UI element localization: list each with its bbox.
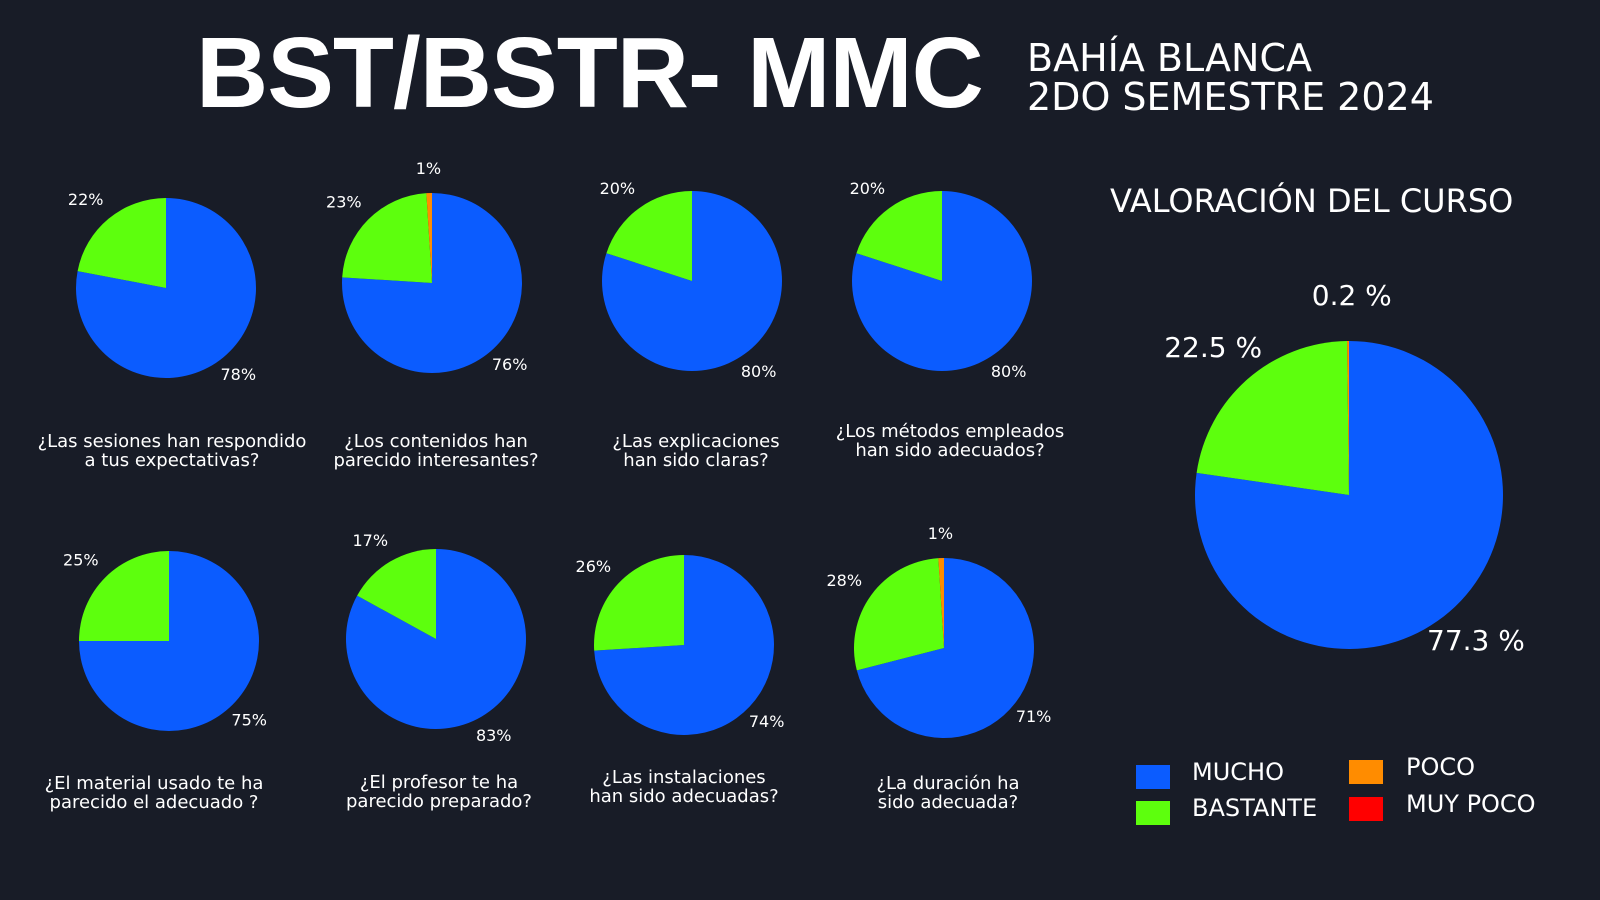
slice-label-poco: 1%	[416, 159, 441, 178]
legend-swatch-bastante	[1136, 801, 1170, 825]
pie-chart-2: 76% 23% 1%	[326, 159, 527, 374]
pie-chart-7: 74% 26%	[576, 555, 785, 735]
pie-chart-8: 71% 28% 1%	[826, 524, 1051, 738]
question-line: ¿Los contenidos han	[344, 431, 528, 452]
question-line: ¿Los métodos empleados	[835, 421, 1065, 442]
slice-label-mucho: 78%	[221, 365, 257, 384]
pie-slice-bastante	[79, 551, 169, 641]
question-line: ¿Las sesiones han respondido	[37, 431, 307, 452]
pie-slice-bastante	[856, 191, 942, 281]
pie-slice-bastante	[342, 193, 432, 283]
slice-label-mucho: 80%	[991, 362, 1027, 381]
legend-swatch-poco	[1349, 760, 1383, 784]
legend-label-mucho: MUCHO	[1192, 758, 1284, 786]
question-line: sido adecuada?	[877, 792, 1019, 813]
question-label: ¿Los contenidos han parecido interesantes…	[286, 432, 586, 470]
pie-chart-9: 77.3 % 22.5 % 0.2 %	[1164, 279, 1525, 657]
pie-slice-mucho	[342, 193, 523, 373]
question-line: ¿El profesor te ha	[359, 772, 519, 793]
pie-slice-bastante	[77, 198, 166, 288]
pie-chart-5: 75% 25%	[63, 550, 267, 731]
question-line: parecido el adecuado ?	[49, 792, 259, 813]
pie-slice-mucho	[345, 549, 526, 729]
slice-label-mucho: 83%	[476, 726, 512, 745]
question-line: ¿Las explicaciones	[612, 431, 780, 452]
pie-chart-4: 80% 20%	[850, 179, 1033, 381]
question-label: ¿Las sesiones han respondido a tus expect…	[22, 432, 322, 470]
pie-slice-poco	[938, 558, 944, 648]
question-line: parecido preparado?	[346, 791, 532, 812]
pie-slice-poco	[426, 193, 432, 283]
slice-label-mucho: 71%	[1016, 707, 1052, 726]
slice-label-bastante: 22.5 %	[1164, 331, 1262, 364]
question-label: ¿Los métodos empleados han sido adecuados…	[800, 422, 1100, 460]
pie-chart-6: 83% 17%	[345, 531, 526, 745]
overall-chart-title: VALORACIÓN DEL CURSO	[1110, 182, 1514, 220]
legend-label-muy-poco: MUY POCO	[1406, 790, 1536, 818]
pie-slice-mucho	[852, 190, 1033, 371]
question-line: ¿El material usado te ha	[44, 773, 264, 794]
pie-slice-mucho	[856, 558, 1034, 738]
slice-label-bastante: 20%	[850, 179, 886, 198]
question-line: han sido adecuados?	[855, 440, 1045, 461]
slice-label-mucho: 80%	[741, 362, 777, 381]
question-line: a tus expectativas?	[84, 450, 260, 471]
pie-slice-bastante	[854, 558, 944, 671]
slice-label-poco: 0.2 %	[1312, 279, 1392, 312]
question-label: ¿El material usado te ha parecido el adec…	[4, 774, 304, 812]
question-label: ¿Las explicaciones han sido claras?	[546, 432, 846, 470]
question-label: ¿La duración ha sido adecuada?	[798, 774, 1098, 812]
legend-swatch-mucho	[1136, 765, 1170, 789]
question-line: parecido interesantes?	[333, 450, 539, 471]
slice-label-bastante: 23%	[326, 192, 362, 211]
slice-label-mucho: 77.3 %	[1427, 624, 1525, 657]
pie-chart-3: 80% 20%	[600, 179, 782, 381]
slice-label-mucho: 74%	[749, 712, 785, 731]
slice-label-bastante: 28%	[826, 571, 862, 590]
slice-label-bastante: 20%	[600, 179, 636, 198]
pie-slice-mucho	[594, 555, 774, 735]
question-line: han sido claras?	[623, 450, 769, 471]
legend-swatch-muy-poco	[1349, 797, 1383, 821]
question-line: han sido adecuadas?	[589, 786, 779, 807]
pie-slice-bastante	[1196, 341, 1349, 495]
question-label: ¿Las instalaciones han sido adecuadas?	[534, 768, 834, 806]
question-line: ¿La duración ha	[876, 773, 1020, 794]
slice-label-bastante: 25%	[63, 550, 99, 569]
page-title: BST/BSTR- MMC	[196, 17, 984, 129]
legend-label-bastante: BASTANTE	[1192, 794, 1318, 822]
pie-slice-poco	[1347, 341, 1349, 495]
pie-slice-bastante	[357, 549, 436, 639]
location-subtitle: BAHÍA BLANCA	[1027, 36, 1312, 80]
slice-label-mucho: 75%	[231, 711, 267, 730]
legend-label-poco: POCO	[1406, 753, 1476, 781]
semester-subtitle: 2DO SEMESTRE 2024	[1027, 75, 1434, 119]
slice-label-bastante: 17%	[352, 531, 388, 550]
slice-label-poco: 1%	[928, 524, 953, 543]
slice-label-bastante: 22%	[68, 190, 104, 209]
slice-label-bastante: 26%	[576, 557, 612, 576]
question-line: ¿Las instalaciones	[602, 767, 766, 788]
pie-chart-1: 78% 22%	[68, 190, 256, 384]
pie-slice-bastante	[606, 191, 692, 281]
pie-slice-bastante	[594, 555, 684, 651]
slice-label-mucho: 76%	[492, 355, 528, 374]
question-label: ¿El profesor te ha parecido preparado?	[289, 773, 589, 811]
